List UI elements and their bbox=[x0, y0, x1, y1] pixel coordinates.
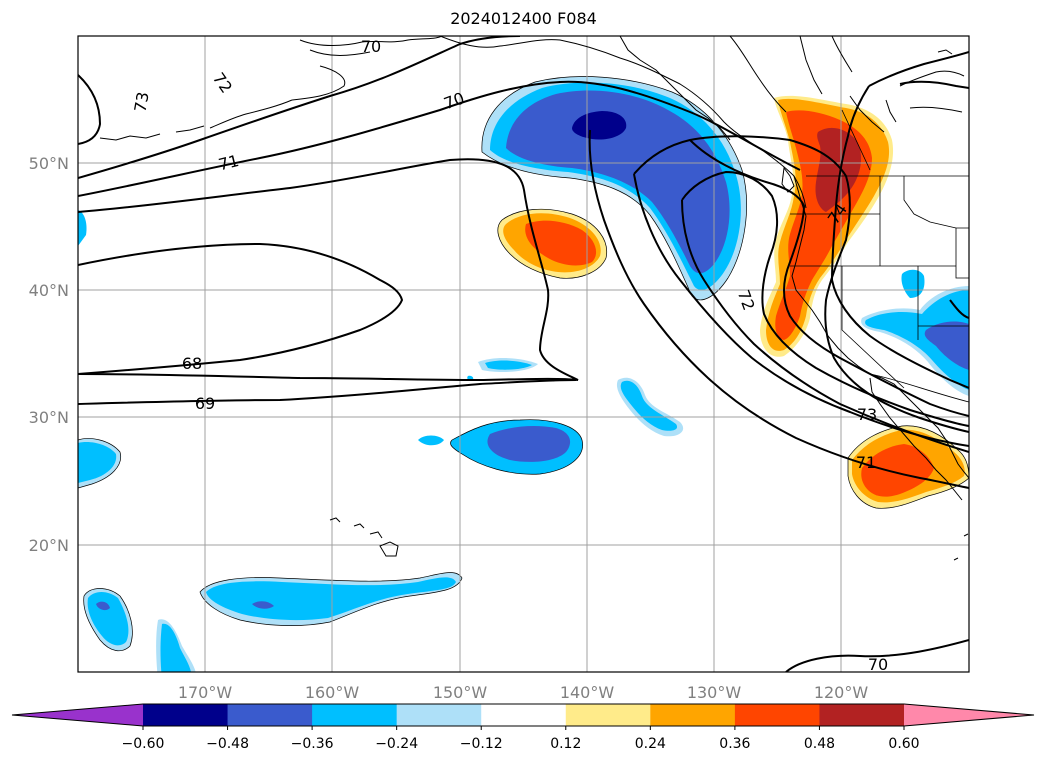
colorbar-tick-label: −0.48 bbox=[206, 736, 249, 752]
height-contours bbox=[78, 36, 969, 672]
lon-label: 170°W bbox=[178, 683, 233, 702]
contour-label: 71 bbox=[856, 453, 876, 472]
colorbar-tick-label: 0.24 bbox=[635, 736, 666, 752]
contour-label: 68 bbox=[182, 354, 202, 373]
lon-label: 140°W bbox=[560, 683, 615, 702]
colorbar-tick-label: −0.36 bbox=[291, 736, 334, 752]
colorbar-swatch bbox=[312, 704, 398, 726]
colorbar-tick-label: 0.60 bbox=[888, 736, 919, 752]
colorbar-swatch bbox=[143, 704, 229, 726]
colorbar-swatch bbox=[565, 704, 651, 726]
contour-label: 73 bbox=[130, 90, 152, 113]
lat-label: 40°N bbox=[29, 281, 69, 300]
colorbar-tick-label: −0.60 bbox=[122, 736, 165, 752]
latitude-labels: 50°N 40°N 30°N 20°N bbox=[29, 154, 69, 555]
lat-label: 50°N bbox=[29, 154, 69, 173]
colorbar-tick-label: −0.24 bbox=[375, 736, 418, 752]
gridlines bbox=[78, 36, 969, 672]
map-title: 2024012400 F084 bbox=[450, 9, 597, 28]
positive-anomaly-shading bbox=[497, 95, 969, 509]
lat-label: 20°N bbox=[29, 536, 69, 555]
colorbar-swatch bbox=[227, 704, 313, 726]
lon-label: 150°W bbox=[433, 683, 488, 702]
contour-label: 70 bbox=[361, 37, 381, 56]
colorbar-extend-high bbox=[904, 704, 1034, 726]
contour-label: 70 bbox=[868, 655, 888, 674]
colorbar-swatch bbox=[819, 704, 905, 726]
lon-label: 130°W bbox=[687, 683, 742, 702]
colorbar-swatch bbox=[650, 704, 736, 726]
lon-label: 120°W bbox=[814, 683, 869, 702]
colorbar-swatch bbox=[481, 704, 567, 726]
longitude-labels: 170°W 160°W 150°W 140°W 130°W 120°W bbox=[178, 683, 869, 702]
contour-label: 69 bbox=[195, 394, 215, 413]
map-area bbox=[78, 36, 969, 672]
colorbar-swatch bbox=[396, 704, 482, 726]
lat-label: 30°N bbox=[29, 408, 69, 427]
colorbar-swatch bbox=[734, 704, 820, 726]
negative-anomaly-shading bbox=[78, 76, 969, 672]
lon-label: 160°W bbox=[305, 683, 360, 702]
colorbar-extend-low bbox=[12, 704, 143, 726]
map-frame bbox=[77, 35, 970, 673]
colorbar: −0.60 −0.48 −0.36 −0.24 −0.12 0.12 0.24 0.36 0.4… bbox=[11, 703, 1035, 752]
colorbar-tick-label: 0.48 bbox=[804, 736, 835, 752]
contour-label: 73 bbox=[857, 405, 877, 424]
colorbar-tick-label: 0.12 bbox=[550, 736, 581, 752]
colorbar-tick-label: −0.12 bbox=[460, 736, 503, 752]
contour-label: 71 bbox=[216, 151, 240, 174]
colorbar-tick-label: 0.36 bbox=[719, 736, 750, 752]
